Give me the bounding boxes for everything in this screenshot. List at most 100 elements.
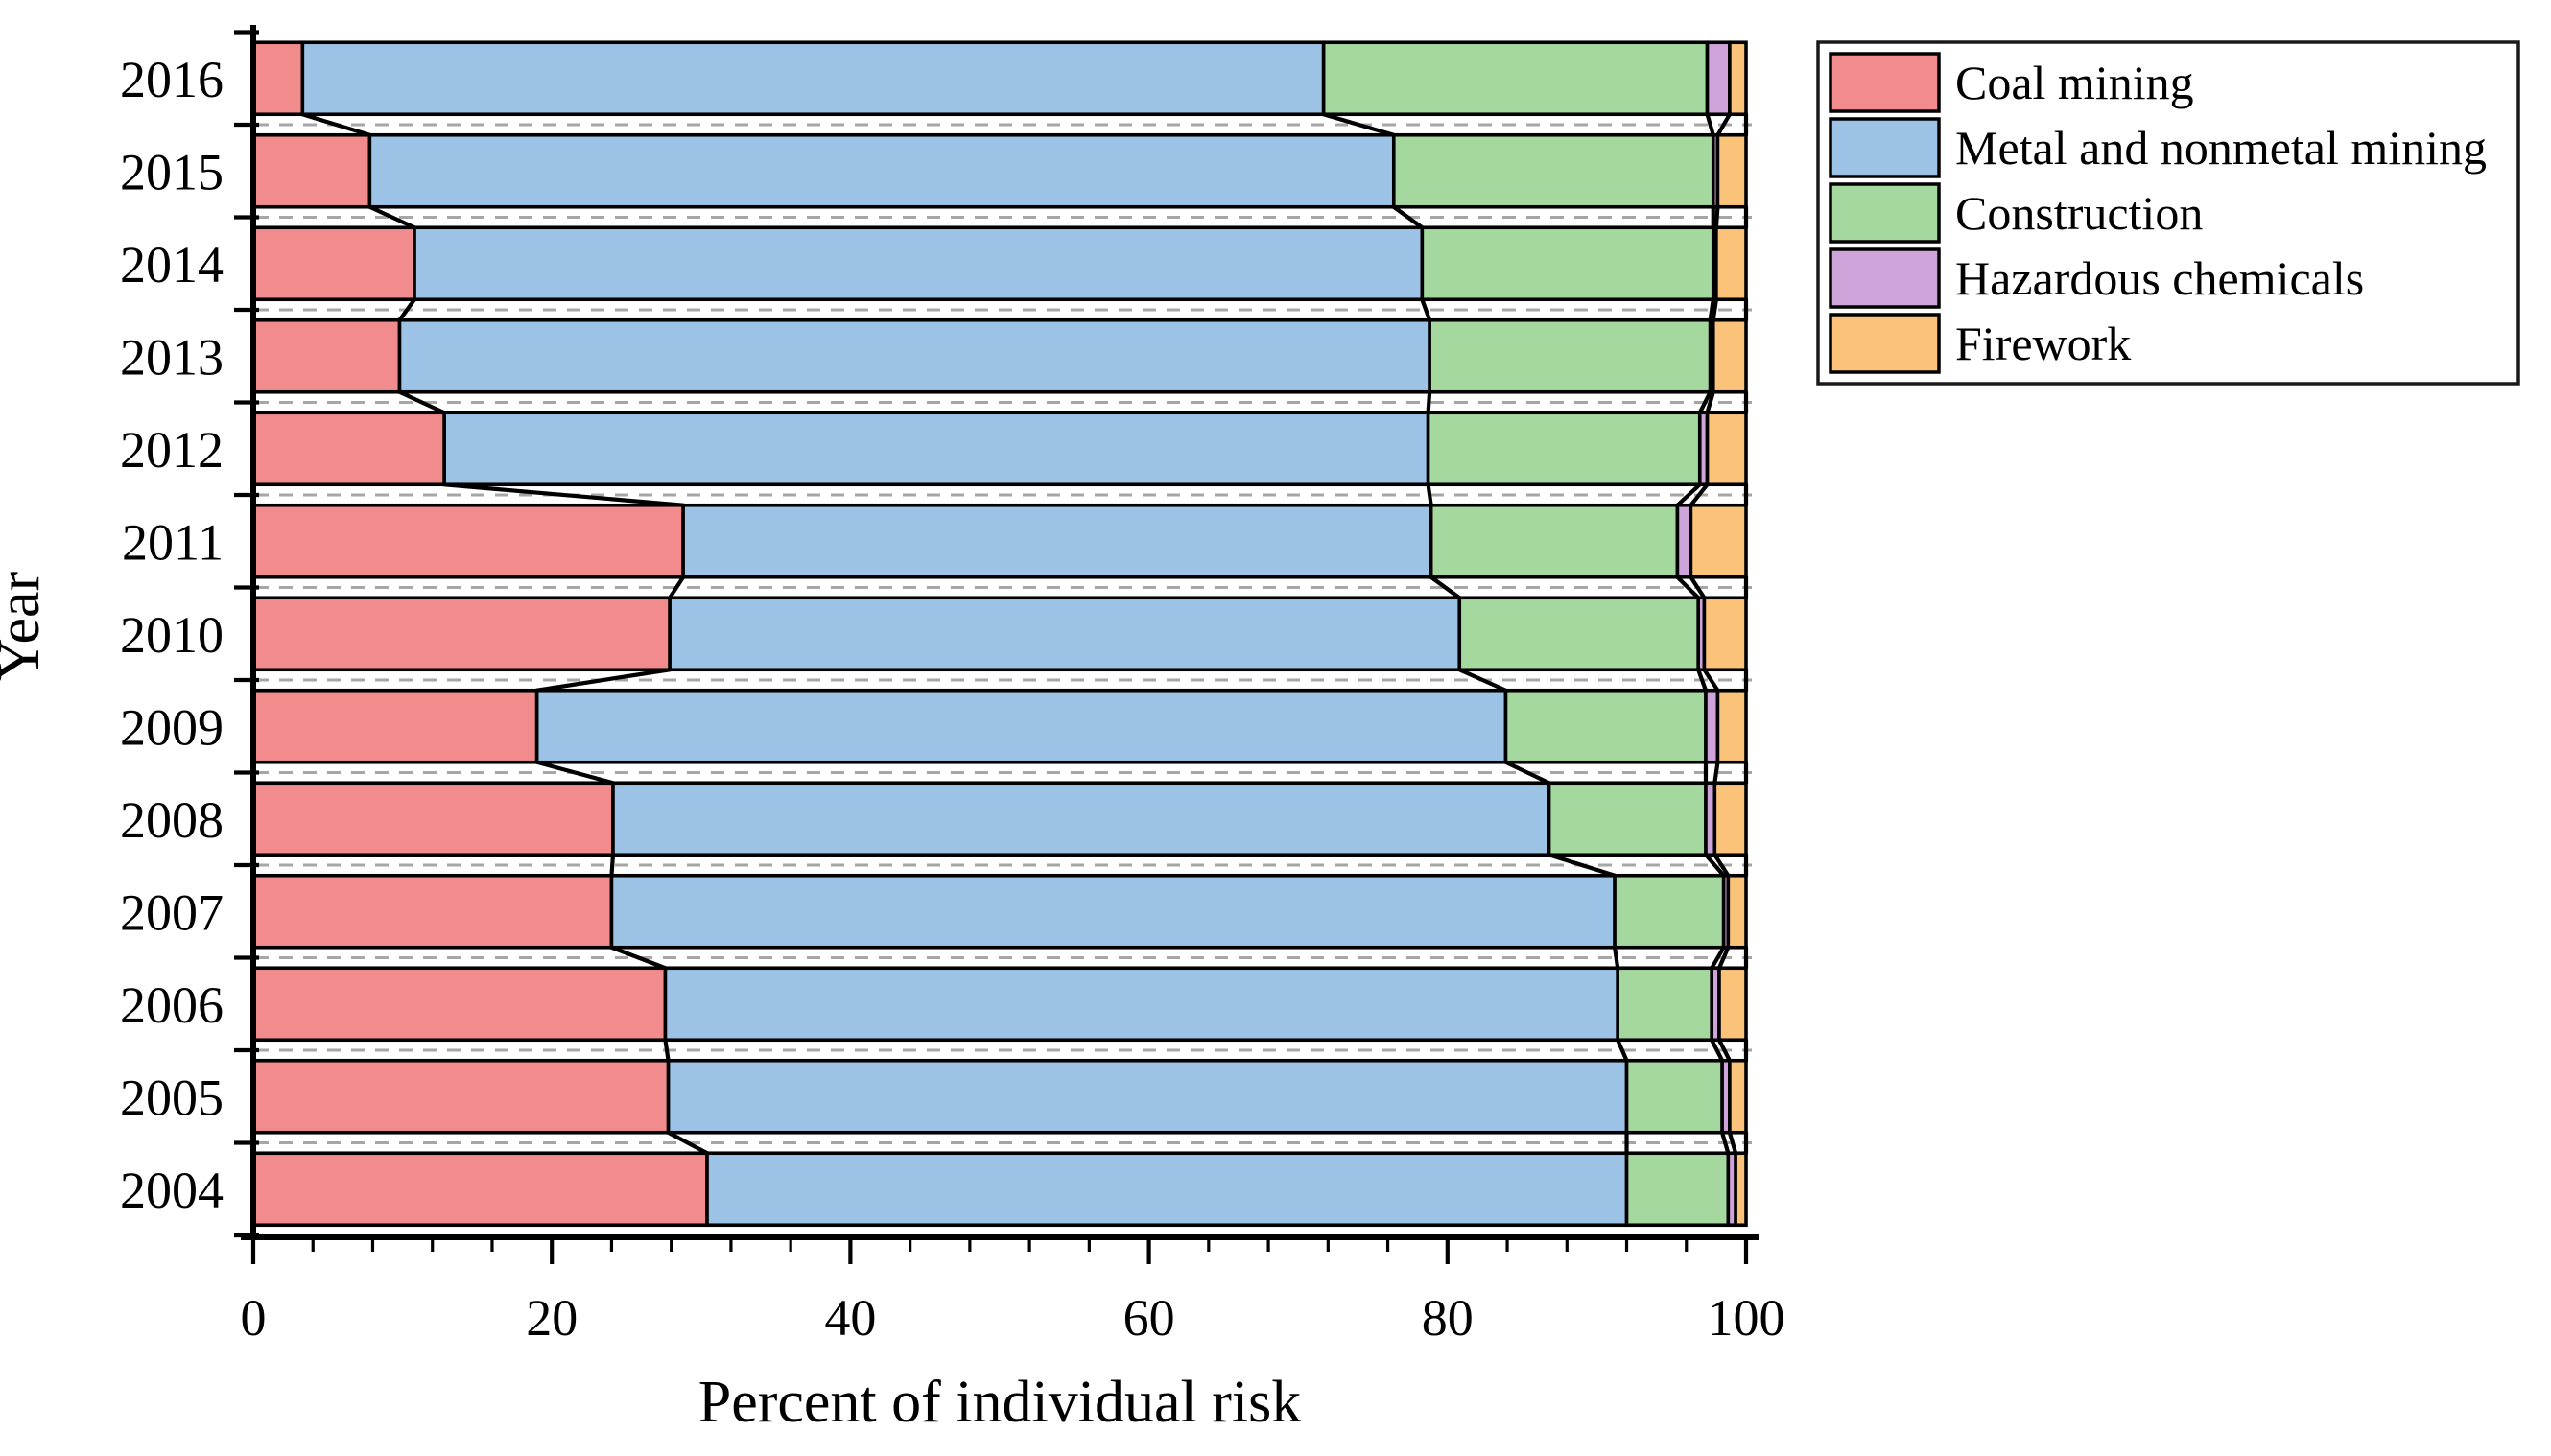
bar-segment-hazardous-chemicals [1675,503,1693,579]
legend-item: Hazardous chemicals [1829,247,2364,309]
bar-segment-construction [1624,1058,1724,1135]
segment-connector [1710,945,1726,971]
bar-segment-metal-and-nonmetal-mining [611,781,1551,857]
bar-segment-coal-mining [251,873,614,950]
bar-segment-construction [1321,40,1710,117]
y-tick-label: 2010 [120,606,224,664]
bar-segment-metal-and-nonmetal-mining [663,966,1619,1043]
bar-segment-coal-mining [251,411,446,487]
segment-connector [1426,389,1432,415]
legend-swatch [1829,117,1941,178]
segment-connector [1712,760,1720,786]
x-tick-label: 100 [1708,1289,1785,1347]
x-tick-label: 40 [824,1289,876,1347]
bar-segment-construction [1547,781,1708,857]
bar-segment-metal-and-nonmetal-mining [413,225,1425,302]
axes-layer [234,25,1759,1264]
bar-segment-metal-and-nonmetal-mining [609,873,1617,950]
legend-item: Coal mining [1829,52,2194,113]
bar-segment-coal-mining [251,688,539,764]
bar-segment-construction [1428,317,1712,394]
segment-connector [1429,575,1462,600]
segment-connector [1697,389,1712,415]
segment-connector [1321,112,1396,137]
bars-layer [251,40,1748,1228]
legend-swatch [1829,313,1941,374]
bar-segment-firework [1715,132,1748,209]
x-tick-label: 0 [241,1289,267,1347]
segment-connector [609,853,616,878]
bar-segment-metal-and-nonmetal-mining [367,132,1396,209]
segment-connector [1713,204,1720,230]
legend-label: Hazardous chemicals [1955,251,2364,305]
bar-segment-coal-mining [251,1151,709,1228]
segment-connector [1720,1130,1731,1156]
bar-segment-metal-and-nonmetal-mining [666,1058,1629,1135]
x-tick-label: 20 [526,1289,578,1347]
bar-segment-construction [1420,225,1715,302]
bar-segment-firework [1702,596,1748,672]
y-tick-label: 2006 [120,976,224,1034]
bar-segment-construction [1613,873,1726,950]
segment-connector [1689,575,1707,600]
bar-segment-construction [1426,411,1702,487]
bar-segment-coal-mining [251,317,402,394]
bar-segment-firework [1705,411,1748,487]
grid-layer [255,123,1752,1144]
bar-segment-metal-and-nonmetal-mining [668,596,1462,672]
legend-swatch [1829,52,1941,113]
segment-connector [1712,853,1731,878]
bar-segment-construction [1624,1151,1731,1228]
bar-segment-hazardous-chemicals [1704,688,1720,764]
segment-connector [1705,112,1715,137]
segment-connector [442,482,686,507]
segment-connector [1689,482,1710,507]
segment-connector [663,1038,671,1063]
segment-connector [1675,482,1702,507]
legend-label: Construction [1955,186,2203,240]
bar-segment-firework [1715,688,1748,764]
bar-segment-firework [1712,781,1748,857]
legend-item: Metal and nonmetal mining [1829,117,2487,178]
x-tick-label: 60 [1123,1289,1175,1347]
bar-segment-firework [1711,317,1748,394]
legend-item: Firework [1829,313,2131,374]
legend-swatch [1829,182,1941,244]
segment-connector [1426,482,1433,507]
segment-connector [1675,575,1701,600]
segment-connector [1708,297,1715,322]
segment-connector [534,760,616,786]
bar-segment-metal-and-nonmetal-mining [442,411,1430,487]
legend-label: Metal and nonmetal mining [1955,121,2487,175]
y-tick-label: 2004 [120,1162,224,1219]
x-tick-label: 80 [1422,1289,1474,1347]
segment-connector [666,1130,710,1156]
bar-segment-metal-and-nonmetal-mining [397,317,1431,394]
y-tick-label: 2009 [120,698,224,756]
bar-segment-coal-mining [251,1058,671,1135]
segment-connector [1696,668,1709,693]
segment-connector [397,297,417,322]
bar-segment-firework [1728,1058,1748,1135]
segment-connector [1703,853,1726,878]
segment-connector [668,575,686,600]
bar-segment-metal-and-nonmetal-mining [300,40,1326,117]
segment-connector [1716,945,1731,971]
bar-segment-coal-mining [251,40,305,117]
bar-segment-firework [1714,225,1748,302]
legend-label: Firework [1955,317,2131,370]
segment-connector [397,389,447,415]
bar-segment-coal-mining [251,966,668,1043]
bar-segment-construction [1429,503,1680,579]
bar-segment-metal-and-nonmetal-mining [534,688,1508,764]
y-tick-label: 2014 [120,236,224,294]
segment-connector [1716,1038,1732,1063]
bar-segment-hazardous-chemicals [1705,40,1732,117]
legend-swatch [1829,247,1941,309]
bar-segment-construction [1503,688,1708,764]
segment-connector [1457,668,1508,693]
segment-connector [1391,204,1425,230]
segment-connector [609,945,668,971]
y-tick-label: 2013 [120,328,224,386]
